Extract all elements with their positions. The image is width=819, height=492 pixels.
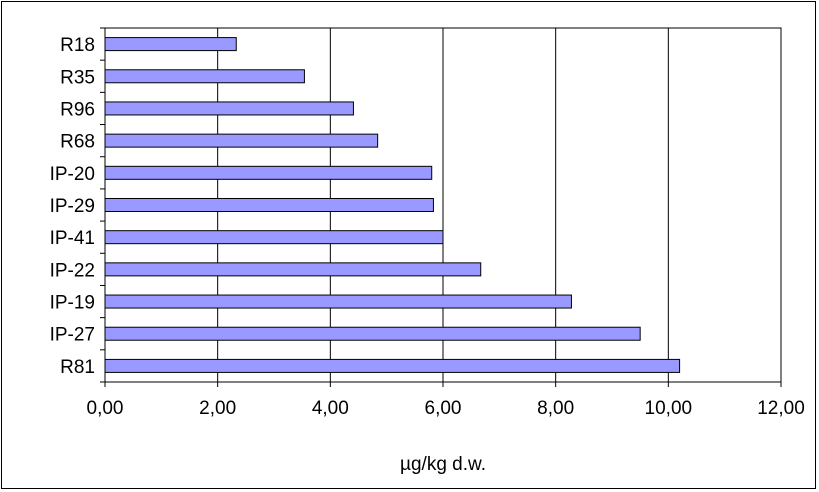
- bar-r35: [104, 69, 305, 84]
- y-axis-ticks: [100, 27, 105, 383]
- x-tick-label: 0,00: [87, 398, 124, 419]
- category-label: R96: [60, 99, 95, 120]
- x-tick-labels: 0,00 2,00 4,00 6,00 8,00 10,00 12,00: [87, 398, 805, 419]
- category-label: IP-27: [50, 325, 95, 346]
- category-label: IP-29: [50, 196, 95, 217]
- bar-ip-29: [104, 198, 434, 212]
- bar-ip-27: [104, 326, 641, 341]
- x-tick-label: 12,00: [757, 398, 805, 419]
- category-label: IP-19: [50, 293, 95, 314]
- bars: [104, 37, 681, 373]
- category-labels: R18 R35 R96 R68 IP-20 IP-29 IP-41 IP-22 IP-19 IP-…: [50, 35, 95, 378]
- bar-ip-41: [104, 230, 444, 245]
- category-label: IP-22: [50, 260, 95, 281]
- x-tick-label: 2,00: [199, 398, 236, 419]
- x-tick-label: 8,00: [537, 398, 574, 419]
- x-axis-title: µg/kg d.w.: [400, 454, 486, 475]
- category-label: R18: [60, 35, 95, 56]
- bar-r68: [104, 133, 379, 148]
- x-tick-label: 10,00: [645, 398, 693, 419]
- category-label: R81: [60, 357, 95, 378]
- bar-r96: [104, 101, 354, 116]
- bar-ip-19: [104, 294, 572, 309]
- category-label: IP-20: [50, 164, 95, 185]
- bar-ip-22: [104, 262, 482, 277]
- bar-ip-20: [104, 165, 433, 180]
- category-label: IP-41: [50, 228, 95, 249]
- x-axis-ticks: [104, 382, 782, 387]
- x-tick-label: 4,00: [312, 398, 349, 419]
- category-label: R35: [60, 67, 95, 88]
- x-tick-label: 6,00: [425, 398, 462, 419]
- category-label: R68: [60, 132, 95, 153]
- bar-r81: [104, 358, 681, 373]
- bar-r18: [104, 37, 237, 52]
